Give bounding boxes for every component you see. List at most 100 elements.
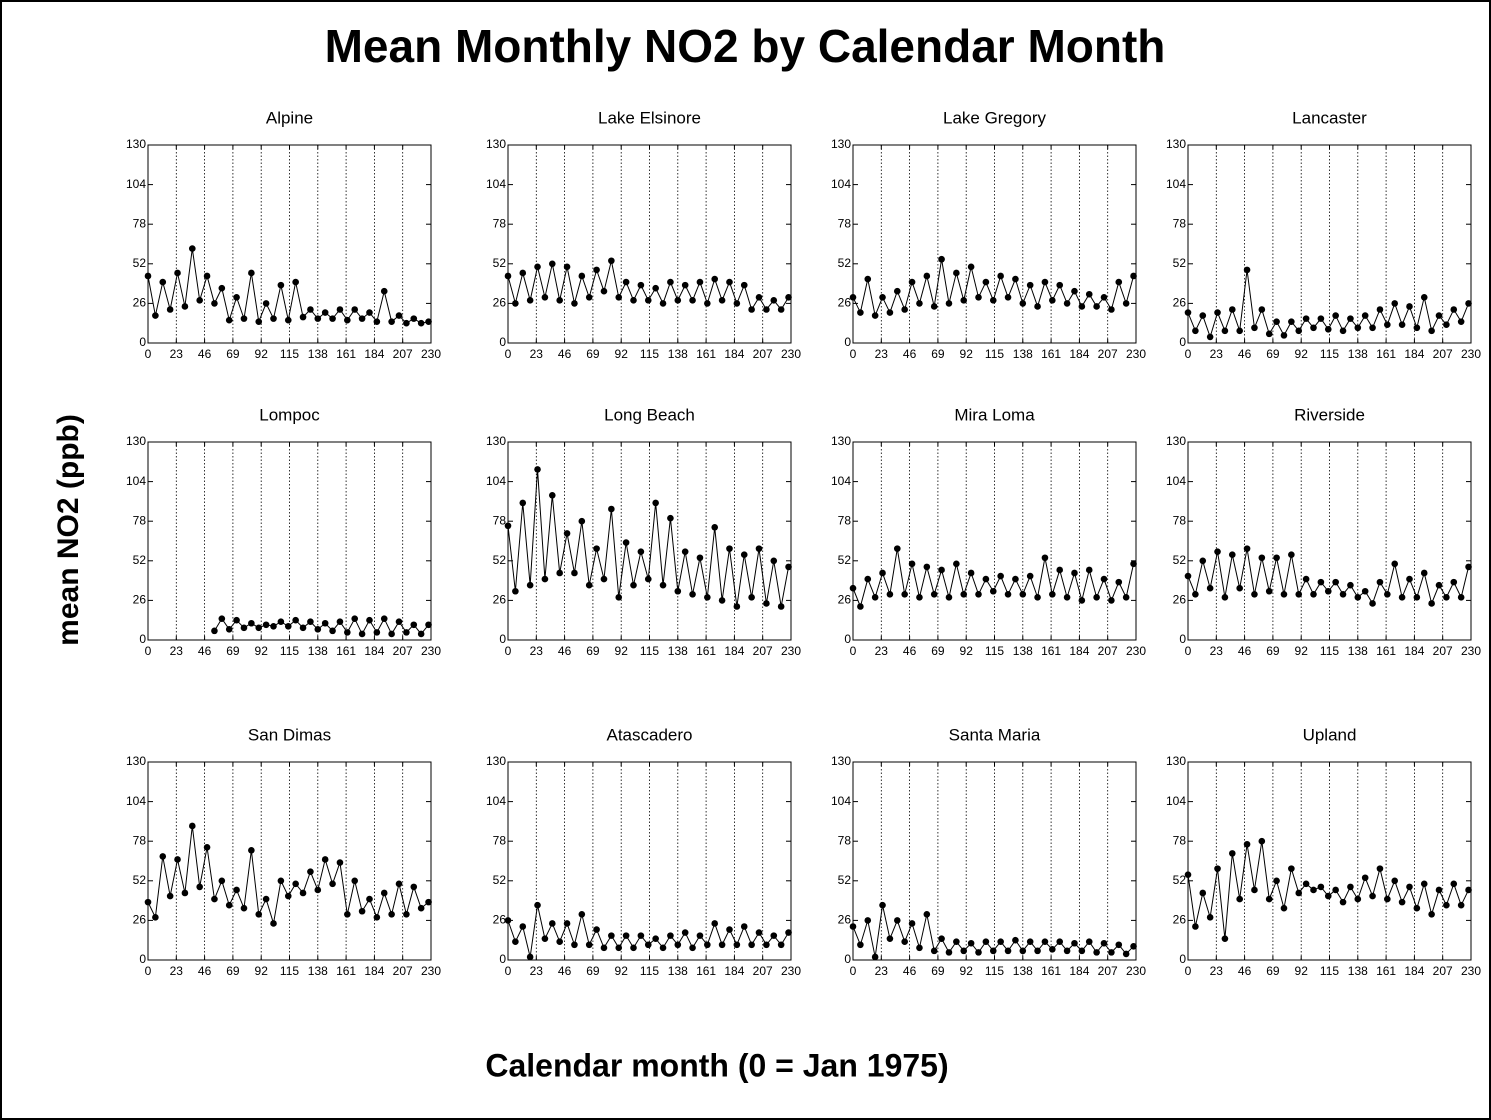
data-point [196, 297, 203, 304]
data-point [652, 935, 659, 942]
x-tick-label: 0 [850, 347, 857, 361]
data-point [1391, 300, 1399, 307]
x-tick-label: 46 [198, 644, 212, 658]
data-point [556, 569, 563, 577]
y-tick-label: 78 [1173, 513, 1187, 527]
data-point [262, 621, 270, 629]
data-point [600, 944, 608, 952]
data-point [1019, 300, 1027, 307]
data-point [1435, 581, 1443, 589]
data-point [989, 947, 997, 955]
data-point [857, 603, 864, 610]
data-point [417, 630, 425, 638]
data-point [1228, 306, 1236, 313]
data-point [307, 306, 314, 313]
data-point [667, 932, 674, 939]
data-point [916, 944, 923, 952]
x-tick-label: 46 [198, 964, 212, 978]
y-tick-label: 78 [838, 216, 852, 230]
data-point [1361, 587, 1369, 595]
data-point [366, 895, 373, 903]
data-point [763, 600, 770, 607]
data-point [901, 306, 908, 313]
x-tick-label: 230 [781, 644, 801, 658]
data-point [667, 514, 674, 522]
data-point [659, 581, 667, 589]
y-tick-label: 26 [838, 296, 852, 310]
data-point [1228, 551, 1236, 559]
x-tick-label: 138 [668, 964, 688, 978]
y-tick-label: 78 [133, 833, 147, 847]
x-tick-label: 138 [1013, 964, 1033, 978]
data-point [329, 880, 336, 888]
data-point [585, 294, 593, 301]
y-tick-label: 52 [838, 256, 852, 270]
x-tick-label: 0 [505, 347, 512, 361]
data-point [541, 935, 549, 942]
data-point [1130, 560, 1137, 568]
data-point [1376, 306, 1384, 313]
data-point [733, 300, 741, 307]
data-point [975, 591, 982, 598]
data-point [578, 517, 586, 525]
x-tick-label: 207 [1098, 347, 1118, 361]
x-tick-label: 92 [255, 644, 269, 658]
data-point [571, 941, 578, 949]
data-point [637, 932, 645, 939]
x-tick-label: 46 [903, 964, 917, 978]
data-point [425, 621, 432, 629]
x-tick-label: 230 [781, 964, 801, 978]
x-tick-label: 69 [226, 644, 240, 658]
data-point [585, 941, 593, 949]
x-tick-label: 23 [170, 964, 184, 978]
data-point [277, 281, 285, 289]
data-point [1465, 563, 1472, 571]
data-point [1265, 895, 1273, 903]
data-point [1192, 923, 1199, 930]
data-point [704, 300, 711, 307]
y-tick-label: 130 [1166, 434, 1186, 448]
data-point [1063, 947, 1071, 955]
data-point [689, 591, 696, 598]
y-tick-label: 104 [831, 177, 851, 191]
data-point [967, 263, 975, 271]
data-point [556, 297, 563, 304]
data-point [1443, 901, 1450, 909]
data-point [901, 938, 908, 946]
y-tick-label: 0 [139, 335, 146, 349]
data-point [270, 622, 277, 630]
data-point [1012, 575, 1019, 583]
data-point [1310, 591, 1317, 598]
data-point [403, 319, 410, 327]
data-point [417, 904, 425, 912]
data-point [240, 904, 248, 912]
panel-title: Lake Gregory [943, 108, 1046, 127]
data-point [1004, 294, 1012, 301]
y-tick-label: 78 [133, 513, 147, 527]
x-tick-label: 207 [393, 347, 413, 361]
x-tick-label: 69 [1266, 964, 1280, 978]
y-tick-label: 26 [133, 296, 147, 310]
data-point [321, 619, 329, 627]
data-point [864, 917, 872, 924]
x-tick-label: 184 [1404, 644, 1424, 658]
data-point [1122, 300, 1130, 307]
data-point [689, 297, 696, 304]
y-tick-label: 130 [486, 137, 506, 151]
data-point [292, 880, 299, 888]
data-point [336, 618, 344, 626]
data-point [1108, 306, 1115, 313]
data-point [1199, 889, 1207, 897]
panel-title: Mira Loma [954, 405, 1035, 424]
data-point [1206, 914, 1214, 921]
data-point [893, 287, 901, 295]
data-point [526, 297, 534, 304]
x-tick-label: 69 [931, 964, 945, 978]
data-point [644, 941, 652, 949]
data-point [174, 269, 181, 277]
data-point [388, 318, 395, 325]
data-point [1273, 554, 1280, 562]
data-point [270, 315, 277, 322]
data-point [1443, 594, 1450, 601]
data-point [585, 581, 593, 589]
